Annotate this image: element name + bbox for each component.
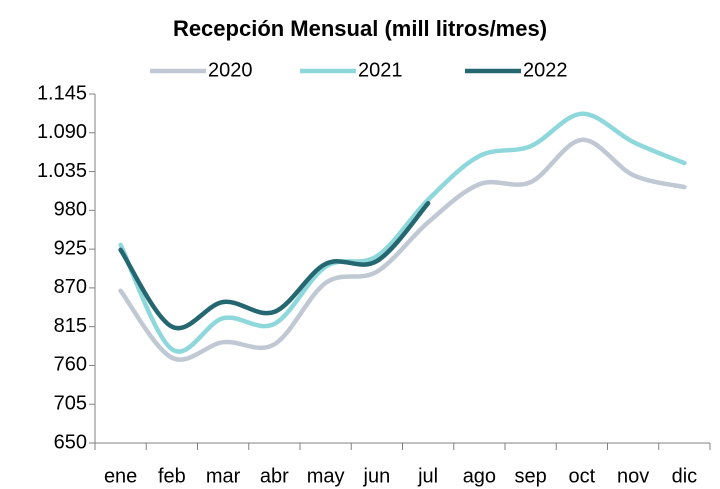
x-tick-label: jul bbox=[417, 465, 438, 487]
y-tick-label: 705 bbox=[54, 393, 87, 415]
y-tick-label: 925 bbox=[54, 237, 87, 259]
x-tick-label: may bbox=[307, 465, 345, 487]
y-tick-label: 980 bbox=[54, 199, 87, 221]
series-line bbox=[118, 111, 687, 354]
x-tick-label: feb bbox=[158, 465, 186, 487]
series-line bbox=[118, 201, 431, 331]
y-tick-label: 760 bbox=[54, 354, 87, 376]
legend-label: 2022 bbox=[523, 59, 568, 81]
x-tick-label: mar bbox=[206, 465, 241, 487]
x-tick-label: dic bbox=[672, 465, 698, 487]
y-tick-label: 1.145 bbox=[37, 82, 87, 104]
x-tick-label: ago bbox=[463, 465, 496, 487]
legend-label: 2021 bbox=[358, 59, 403, 81]
y-tick-label: 870 bbox=[54, 276, 87, 298]
y-tick-label: 1.035 bbox=[37, 160, 87, 182]
x-tick-label: jun bbox=[363, 465, 391, 487]
x-tick-label: ene bbox=[104, 465, 137, 487]
legend-label: 2020 bbox=[208, 59, 253, 81]
chart-title: Recepción Mensual (mill litros/mes) bbox=[173, 16, 547, 41]
x-tick-label: abr bbox=[260, 465, 289, 487]
y-tick-label: 815 bbox=[54, 315, 87, 337]
x-tick-label: nov bbox=[617, 465, 649, 487]
x-tick-label: sep bbox=[515, 465, 547, 487]
x-tick-label: oct bbox=[569, 465, 596, 487]
y-tick-label: 1.090 bbox=[37, 121, 87, 143]
series-line bbox=[118, 137, 687, 362]
y-tick-label: 650 bbox=[54, 431, 87, 453]
